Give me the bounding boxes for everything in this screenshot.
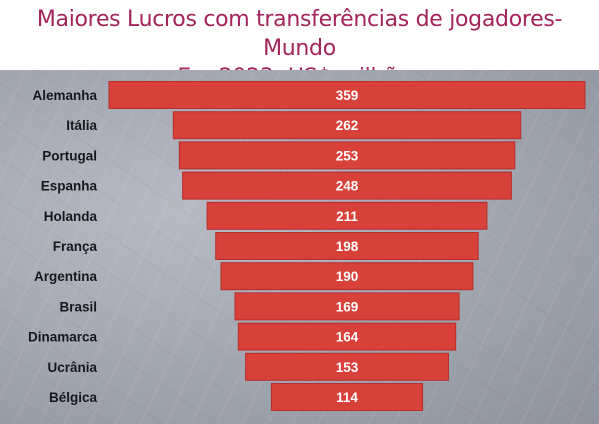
bar-holanda — [206, 201, 488, 230]
bar-brasil — [234, 292, 460, 321]
bar-portugal — [178, 141, 516, 170]
value-label-frança: 198 — [336, 239, 359, 254]
bar-argentina — [220, 262, 474, 291]
value-label-ucrânia: 153 — [336, 360, 359, 375]
value-label-dinamarca: 164 — [336, 330, 359, 345]
bar-bélgica — [270, 383, 424, 411]
category-label-argentina: Argentina — [34, 269, 97, 284]
category-label-espanha: Espanha — [41, 179, 98, 194]
category-label-holanda: Holanda — [44, 209, 98, 224]
chart-title: Maiores Lucros com transferências de jog… — [0, 0, 599, 90]
bar-espanha — [182, 171, 512, 200]
category-label-brasil: Brasil — [59, 299, 97, 314]
bar-ucrânia — [245, 352, 449, 381]
category-label-bélgica: Bélgica — [49, 390, 98, 405]
value-label-brasil: 169 — [336, 299, 359, 314]
chart-panel: 359 Alemanha 262 Itália 253 Portugal 248 Espanh… — [0, 70, 599, 424]
value-label-espanha: 248 — [336, 179, 359, 194]
bar-itália — [172, 111, 522, 140]
value-label-portugal: 253 — [336, 148, 359, 163]
bar-alemanha — [108, 81, 586, 109]
category-label-ucrânia: Ucrânia — [47, 360, 97, 375]
category-label-dinamarca: Dinamarca — [28, 330, 98, 345]
category-label-portugal: Portugal — [42, 148, 97, 163]
category-label-itália: Itália — [66, 118, 97, 133]
bar-frança — [215, 232, 479, 260]
category-label-alemanha: Alemanha — [32, 88, 97, 103]
category-label-frança: França — [53, 239, 98, 254]
funnel-bar-chart: 359 Alemanha 262 Itália 253 Portugal 248 Espanh… — [28, 81, 586, 411]
value-label-bélgica: 114 — [336, 390, 358, 405]
value-label-itália: 262 — [336, 118, 359, 133]
bar-dinamarca — [237, 322, 457, 351]
chart-title-line1: Maiores Lucros com transferências de jog… — [36, 7, 563, 61]
value-label-alemanha: 359 — [336, 88, 359, 103]
value-label-argentina: 190 — [336, 269, 359, 284]
value-label-holanda: 211 — [336, 209, 358, 224]
